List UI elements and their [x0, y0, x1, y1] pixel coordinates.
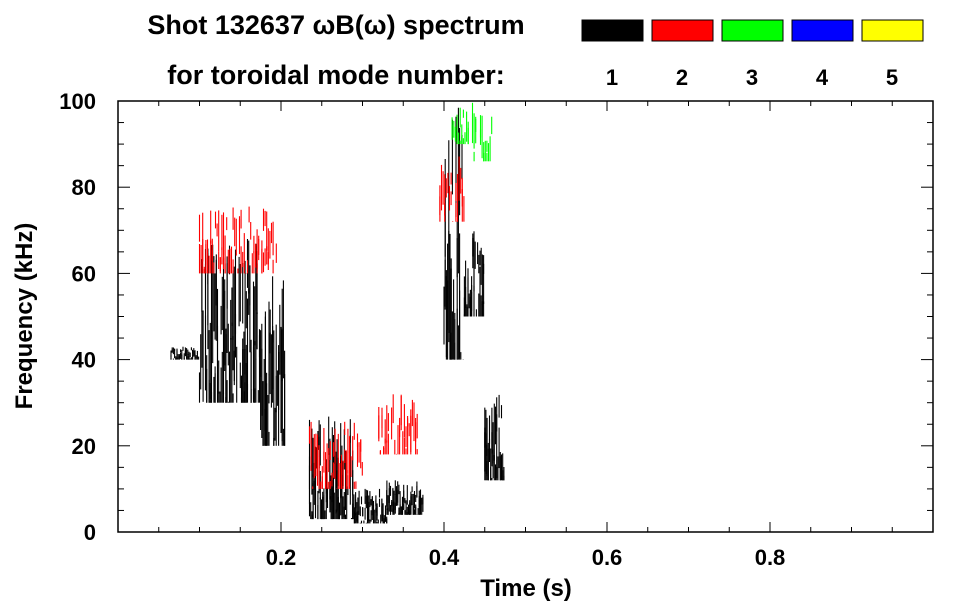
- mode-2-region: [439, 156, 465, 222]
- x-tick-label: 0.2: [266, 545, 297, 570]
- x-tick-label: 0.8: [755, 545, 786, 570]
- mode-1-region: [198, 239, 261, 403]
- mode-1-region: [463, 231, 485, 317]
- mode-1-region: [353, 488, 388, 524]
- x-tick-label: 0.4: [429, 545, 460, 570]
- y-tick-label: 80: [72, 175, 96, 200]
- legend-label-5: 5: [886, 65, 898, 90]
- legend-swatch-2: [651, 19, 714, 42]
- legend-label-2: 2: [676, 65, 688, 90]
- y-tick-label: 40: [72, 348, 96, 373]
- legend-swatch-4: [791, 19, 854, 42]
- y-tick-label: 20: [72, 434, 96, 459]
- mode-1-region: [386, 480, 424, 515]
- legend: 1 2 3 4 5: [581, 19, 924, 90]
- legend-label-1: 1: [606, 65, 618, 90]
- legend-label-3: 3: [746, 65, 758, 90]
- spectrum-data: [170, 102, 505, 524]
- y-axis-label: Frequency (kHz): [11, 223, 38, 410]
- chart-title-line2: for toroidal mode number:: [167, 60, 505, 90]
- y-tick-label: 0: [84, 520, 96, 545]
- axis-ticks: 0.2 0.4 0.6 0.8 0 20 40 60 80 100: [59, 89, 933, 570]
- chart-title-line1: Shot 132637 ωB(ω) spectrum: [147, 10, 524, 40]
- legend-swatch-5: [861, 19, 924, 42]
- y-tick-label: 60: [72, 261, 96, 286]
- mode-3-region: [451, 107, 469, 145]
- mode-2-region: [378, 394, 418, 455]
- x-tick-label: 0.6: [592, 545, 623, 570]
- legend-swatch-1: [581, 19, 644, 42]
- x-axis-label: Time (s): [480, 575, 572, 602]
- legend-swatch-3: [721, 19, 784, 42]
- y-tick-label: 100: [59, 89, 96, 114]
- mode-2-region: [198, 206, 277, 274]
- mode-1-region: [484, 394, 505, 481]
- mode-2-region: [308, 421, 363, 489]
- legend-label-4: 4: [816, 65, 829, 90]
- mode-3-region: [471, 102, 493, 162]
- mode-1-region: [260, 276, 286, 446]
- mode-1-region: [443, 107, 464, 360]
- mode-1-region: [170, 346, 200, 360]
